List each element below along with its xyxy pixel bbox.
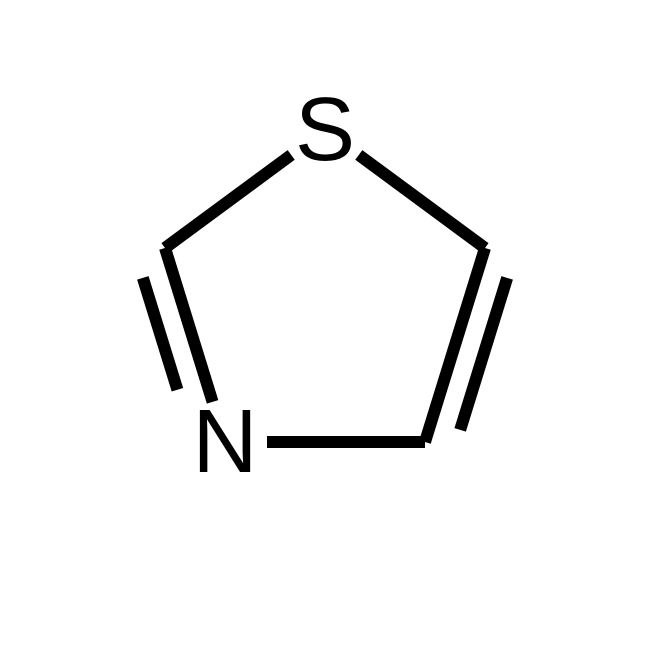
bond-C4-C5 bbox=[425, 248, 485, 442]
bond-C5-S bbox=[359, 155, 485, 248]
atom-label-n: N bbox=[193, 392, 258, 492]
atom-label-s: S bbox=[295, 80, 355, 180]
bond-S-C2 bbox=[165, 155, 291, 248]
molecule-diagram: SN bbox=[0, 0, 650, 650]
atoms-layer: SN bbox=[193, 80, 356, 492]
bond-C2-N-inner bbox=[143, 278, 178, 390]
